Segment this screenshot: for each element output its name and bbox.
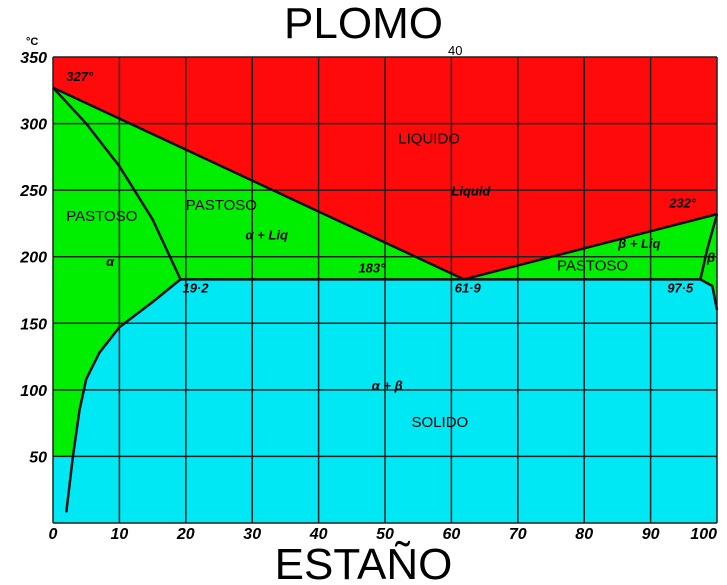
y-tick-label: 250	[19, 183, 47, 200]
region-label: β + Liq	[617, 236, 660, 251]
bottom-title: ESTAÑO	[274, 540, 453, 585]
beta-solidus-line	[699, 213, 719, 280]
x-tick-label: 90	[642, 526, 660, 543]
region-label: β	[706, 250, 715, 265]
beta-solvus-line	[699, 278, 719, 311]
region-label: α + Liq	[246, 227, 288, 242]
region-label: α + β	[372, 378, 403, 393]
x-tick-label: 10	[111, 526, 129, 543]
region-label: 183°	[358, 261, 386, 276]
region-label: PASTOSO	[557, 258, 628, 275]
x-tick-label: 50	[376, 526, 394, 543]
region-label: SOLIDO	[412, 414, 469, 431]
y-unit-label: °C	[26, 36, 38, 48]
x-tick-label: 80	[575, 526, 593, 543]
y-tick-label: 350	[20, 50, 47, 67]
y-tick-label: 200	[19, 250, 47, 267]
x-tick-label: 100	[690, 526, 717, 543]
region-label: α	[106, 254, 115, 269]
x-tick-label: 0	[49, 526, 58, 543]
alpha-solvus-line	[65, 278, 182, 513]
x-tick-label: 70	[509, 526, 527, 543]
region-label: LIQUIDO	[398, 131, 460, 148]
region-label: Liquid	[451, 183, 491, 198]
y-tick-label: 50	[29, 449, 47, 466]
region-label: 327°	[66, 69, 94, 84]
alpha-solidus-line	[52, 86, 182, 280]
region-label: 97·5	[667, 281, 694, 296]
x-tick-label: 20	[176, 526, 195, 543]
y-tick-label: 150	[20, 316, 47, 333]
region-label: 61·9	[455, 281, 482, 296]
region-label: 19·2	[182, 281, 209, 296]
top-title: PLOMO	[284, 0, 443, 48]
y-tick-label: 300	[20, 117, 47, 134]
top-small-label: 40	[448, 43, 463, 58]
x-tick-label: 30	[243, 526, 261, 543]
x-tick-label: 40	[309, 526, 328, 543]
region-label: PASTOSO	[66, 208, 137, 225]
region-label: PASTOSO	[186, 197, 257, 214]
region-label: 232°	[668, 195, 697, 210]
x-tick-label: 60	[443, 526, 461, 543]
y-tick-label: 100	[20, 383, 47, 400]
